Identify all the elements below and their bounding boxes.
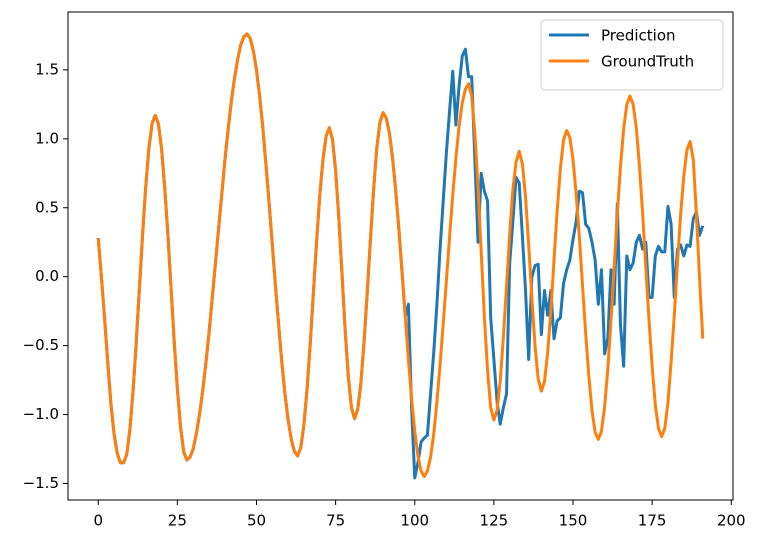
x-tick-label: 200 [717, 512, 746, 530]
legend-label: Prediction [601, 27, 676, 45]
x-tick-label: 50 [247, 512, 266, 530]
x-tick-label: 150 [559, 512, 588, 530]
legend-box [540, 19, 724, 91]
x-tick-label: 100 [400, 512, 429, 530]
x-tick-label: 25 [168, 512, 187, 530]
y-tick-label: 0.5 [35, 198, 59, 216]
x-tick-label: 75 [326, 512, 345, 530]
y-tick-label: −1.0 [23, 405, 59, 423]
x-tick-label: 175 [638, 512, 667, 530]
x-tick-label: 0 [93, 512, 103, 530]
y-tick-label: 1.5 [35, 60, 59, 78]
legend-label: GroundTruth [601, 53, 694, 71]
y-tick-label: 0.0 [35, 267, 59, 285]
y-tick-label: −1.5 [23, 474, 59, 492]
series-line [96, 32, 705, 479]
axes-frame [67, 11, 734, 501]
y-tick-label: −0.5 [23, 336, 59, 354]
x-tick-label: 125 [480, 512, 509, 530]
y-tick-label: 1.0 [35, 129, 59, 147]
